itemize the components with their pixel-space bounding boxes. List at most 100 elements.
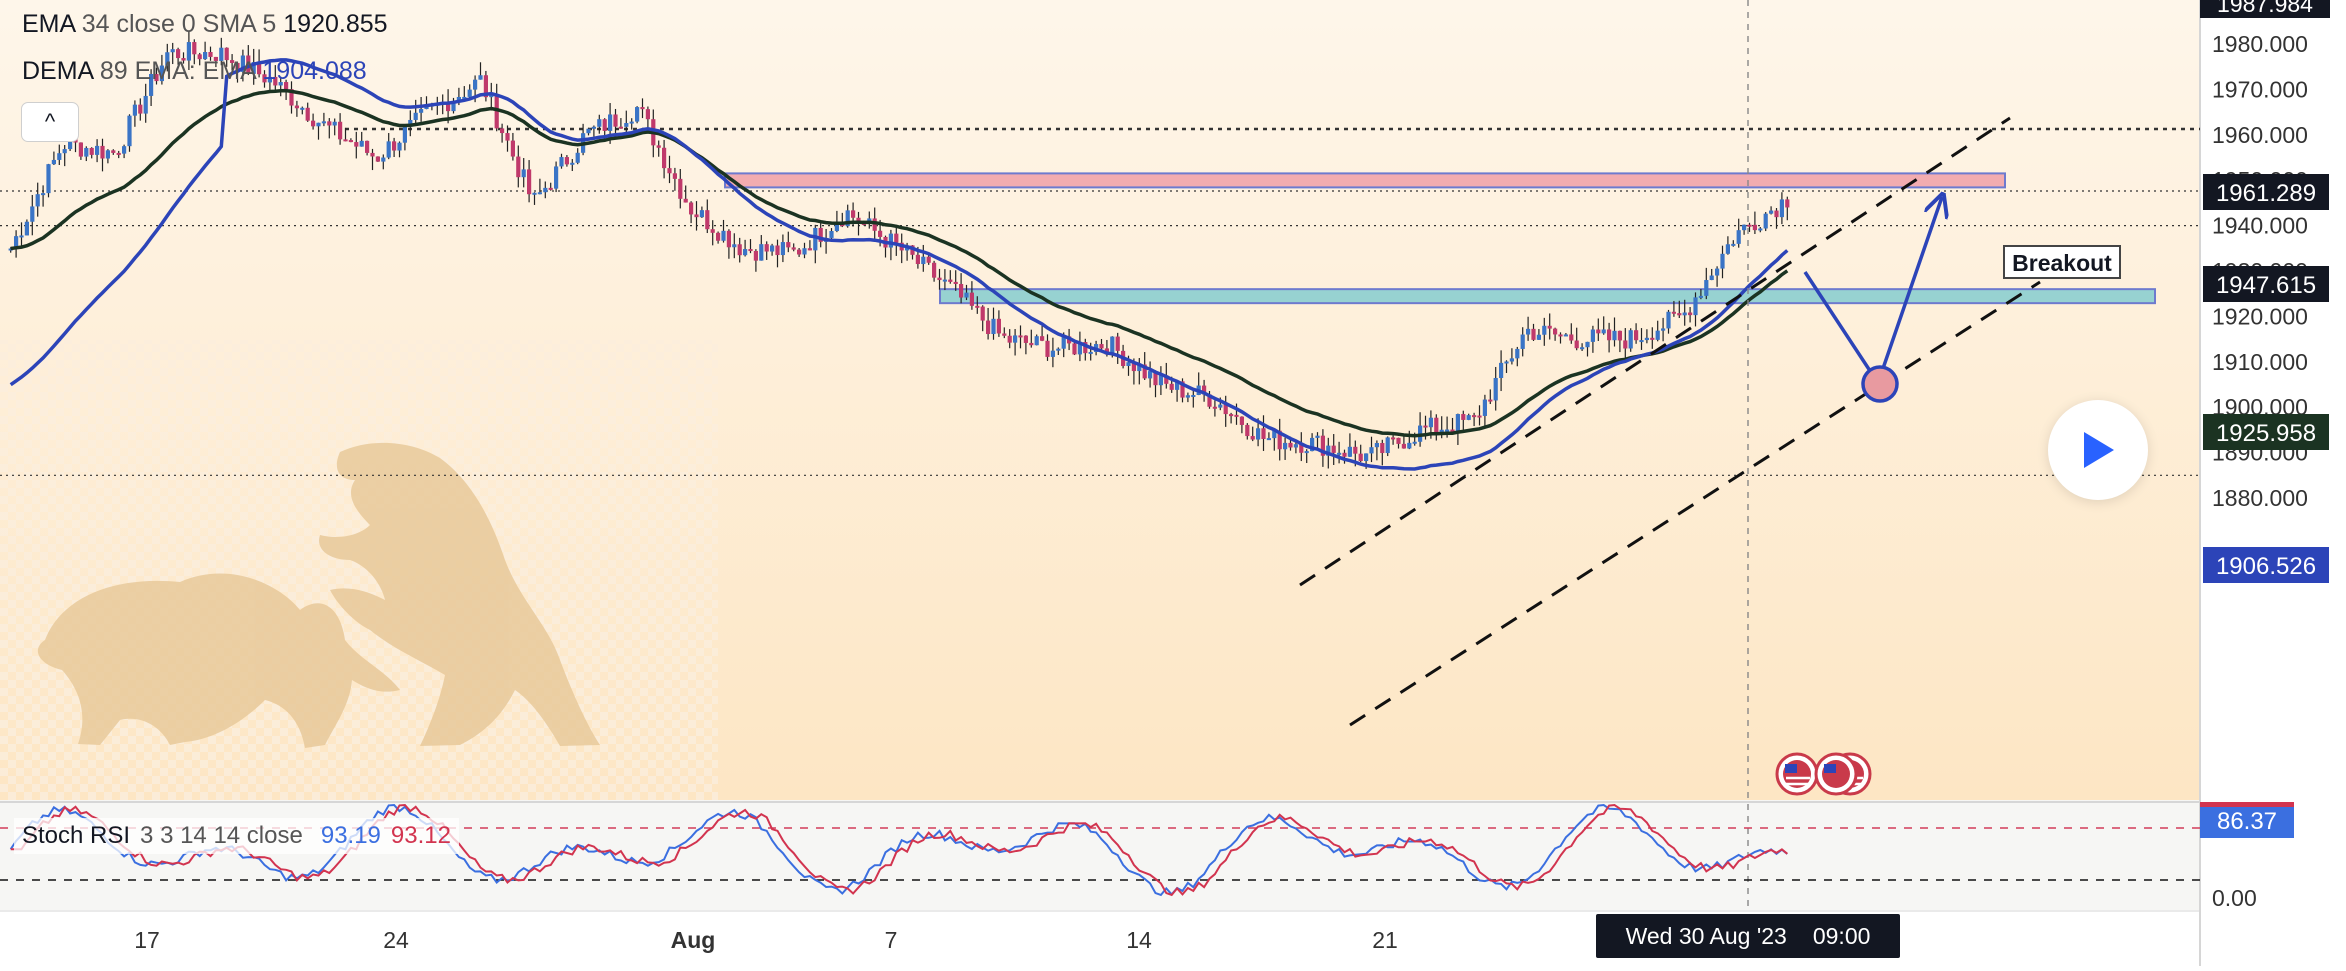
candle-body: [1337, 452, 1342, 455]
candle-body: [57, 153, 62, 160]
stoch-current-badge: 86.37: [2200, 802, 2294, 838]
channel-upper-line[interactable]: [1299, 116, 2011, 587]
candle-body: [1725, 244, 1730, 254]
candle-body: [1045, 340, 1050, 357]
replay-play-button[interactable]: [2048, 400, 2148, 500]
candle-body: [1779, 199, 1784, 218]
candle-body: [116, 152, 121, 155]
candle-body: [240, 55, 245, 72]
candle-body: [1077, 342, 1082, 355]
candle-body: [721, 230, 726, 241]
candle-body: [446, 102, 451, 112]
collapse-legend-button[interactable]: ^: [21, 102, 79, 142]
candle-body: [942, 279, 947, 282]
candle-body: [980, 306, 985, 321]
candle-body: [1563, 334, 1568, 337]
candle-body: [532, 192, 537, 195]
candle-body: [46, 164, 51, 194]
candle-body: [683, 198, 688, 203]
us-event-flag-icon[interactable]: [1775, 752, 1819, 796]
candle-body: [1428, 417, 1433, 428]
candle-body: [1472, 415, 1477, 418]
candle-body: [1634, 330, 1639, 341]
candle-body: [1461, 414, 1466, 420]
candle-body: [370, 152, 375, 157]
candle-body: [554, 166, 559, 189]
channel-lower-line[interactable]: [1349, 280, 2041, 727]
candle-body: [95, 145, 100, 155]
candle-body: [1364, 453, 1369, 462]
candle-body: [505, 133, 510, 141]
candle-body: [321, 121, 326, 124]
ema-legend[interactable]: EMA 34 close 0 SMA 5 1920.855: [22, 10, 388, 39]
breakout-label-box[interactable]: [2003, 245, 2121, 279]
candle-body: [381, 157, 386, 162]
candle-body: [1601, 329, 1606, 334]
candle-body: [1099, 344, 1104, 349]
candle-body: [1585, 341, 1590, 348]
candle-body: [105, 150, 110, 159]
candle-body: [527, 169, 532, 195]
candle-body: [748, 249, 753, 252]
candle-body: [138, 104, 143, 114]
time-tick-label: Aug: [671, 927, 716, 953]
time-tick-label: 14: [1126, 927, 1152, 953]
dema-legend[interactable]: DEMA 89 EMA: EMA 1904.088: [22, 57, 367, 86]
retest-point-marker[interactable]: [1861, 365, 1899, 403]
candle-body: [872, 218, 877, 231]
candle-body: [251, 62, 256, 74]
candle-body: [343, 139, 348, 142]
candle-body: [451, 101, 456, 112]
candle-body: [1482, 399, 1487, 416]
candle-body: [1715, 268, 1720, 276]
candle-body: [1747, 224, 1752, 227]
candle-body: [1396, 437, 1401, 444]
candle-body: [932, 262, 937, 278]
candle-body: [780, 242, 785, 256]
stoch-rsi-legend[interactable]: Stoch RSI 3 3 14 14 close 93.19 93.12: [14, 818, 459, 854]
candle-body: [672, 173, 677, 179]
candle-body: [991, 318, 996, 335]
candle-body: [1256, 428, 1261, 440]
resistance-zone[interactable]: [724, 172, 2006, 189]
us-event-flag-icon[interactable]: [1814, 752, 1858, 796]
candle-body: [597, 119, 602, 127]
ema-legend-params: 34 close 0 SMA 5: [81, 10, 277, 38]
support-zone[interactable]: [939, 288, 2156, 305]
candle-body: [8, 248, 13, 251]
time-tick-label: 24: [383, 927, 409, 953]
candle-body: [1169, 383, 1174, 390]
candle-body: [197, 54, 202, 60]
candle-body: [1466, 415, 1471, 420]
candle-body: [1574, 340, 1579, 349]
candle-body: [1412, 441, 1417, 444]
candle-body: [51, 159, 56, 165]
candle-body: [176, 49, 181, 59]
candle-body: [818, 227, 823, 242]
candle-body: [1569, 334, 1574, 341]
candle-body: [602, 119, 607, 131]
candle-body: [203, 52, 208, 60]
candle-body: [78, 142, 83, 157]
candle-body: [1504, 361, 1509, 364]
candle-body: [375, 156, 380, 162]
candle-body: [829, 231, 834, 238]
candle-body: [1639, 340, 1644, 343]
candle-body: [68, 138, 73, 150]
price-tick-label: 1980.000: [2212, 31, 2308, 57]
candle-body: [219, 47, 224, 61]
candle-body: [1401, 443, 1406, 449]
candle-body: [473, 79, 478, 90]
candle-body: [402, 126, 407, 143]
price-zones[interactable]: [724, 172, 2156, 305]
chevron-up-icon: ^: [44, 109, 56, 134]
crosshair-date-label: Wed 30 Aug '23 09:00: [1596, 914, 1900, 958]
candle-body: [1617, 330, 1622, 341]
play-icon: [2084, 432, 2114, 468]
stoch-rsi-params: 3 3 14 14 close: [140, 822, 303, 849]
candle-body: [224, 47, 229, 61]
candle-body: [856, 217, 861, 223]
candle-body: [132, 104, 137, 116]
candle-body: [1590, 329, 1595, 342]
